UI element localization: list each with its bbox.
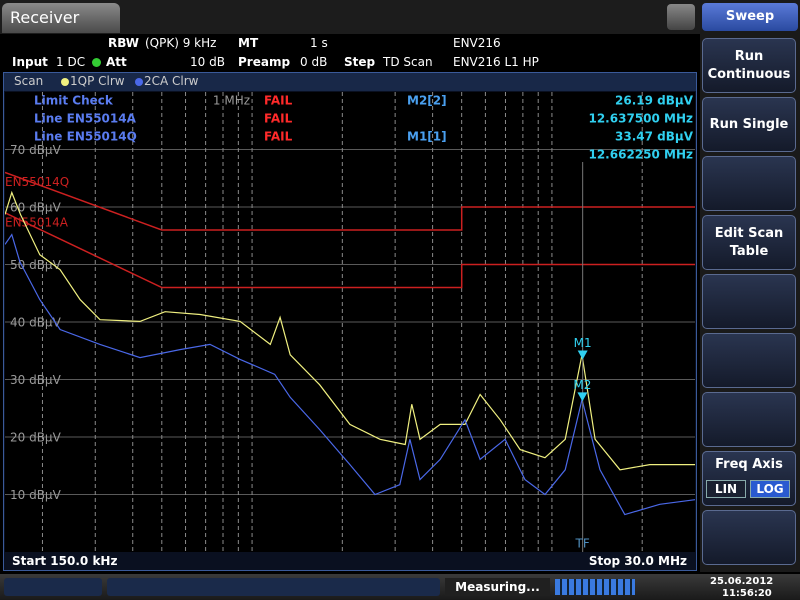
legend-entry: 2CA Clrw — [144, 74, 199, 88]
status-field — [107, 578, 440, 596]
softkey[interactable] — [702, 274, 796, 329]
limit-line-label: EN55014A — [5, 215, 69, 229]
y-tick-label: 40 dBµV — [10, 316, 62, 330]
softkey[interactable] — [702, 156, 796, 211]
status-time: 11:56:20 — [722, 588, 772, 599]
y-tick-label: 20 dBµV — [10, 431, 62, 445]
setting-label: Step — [344, 55, 376, 69]
limit-check-title: Limit Check — [34, 94, 114, 108]
setting-label: Preamp — [238, 55, 291, 69]
setting-label: Att — [106, 55, 127, 69]
limit-line-result: FAIL — [264, 112, 293, 126]
stop-label: Stop 30.0 MHz — [588, 554, 687, 568]
softkey[interactable] — [702, 333, 796, 388]
setting-value: 10 dB — [190, 55, 225, 69]
softkey[interactable] — [702, 510, 796, 565]
softkey[interactable]: Run Single — [702, 97, 796, 152]
axis-option[interactable]: LOG — [750, 480, 790, 498]
trace — [5, 233, 695, 516]
marker-name: M2[2] — [407, 94, 447, 108]
setting-value: TD Scan — [383, 55, 433, 69]
trace-bar-title: Scan — [14, 74, 44, 88]
limit-line-name: Line EN55014A — [34, 112, 137, 126]
legend-dot — [61, 78, 69, 86]
start-label: Start 150.0 kHz — [12, 554, 118, 568]
marker-label: M1 — [574, 336, 592, 350]
y-tick-label: 60 dBµV — [10, 201, 62, 215]
setting-label: RBW — [108, 36, 139, 50]
marker-name: M1[1] — [407, 130, 447, 144]
softkey[interactable] — [702, 392, 796, 447]
setting-value: (QPK) 9 kHz — [145, 36, 217, 50]
softkey-title: Sweep — [702, 3, 798, 31]
y-tick-label: 30 dBµV — [10, 373, 62, 387]
status-field — [4, 578, 102, 596]
tf-label: TF — [575, 537, 590, 551]
limit-line-label: EN55014Q — [5, 175, 69, 189]
legend-dot — [135, 78, 143, 86]
limit-line-result: FAIL — [264, 130, 293, 144]
trace-bar — [4, 73, 696, 91]
status-dot — [92, 58, 101, 67]
transducer: ENV216 L1 HP — [453, 55, 539, 69]
limit-line-name: Line EN55014Q — [34, 130, 137, 144]
axis-option[interactable]: LIN — [706, 480, 746, 498]
marker-label: M2 — [573, 378, 591, 392]
limit-line — [5, 212, 695, 289]
marker — [577, 350, 588, 360]
softkey[interactable]: Edit Scan Table — [702, 215, 796, 270]
legend-entry: 1QP Clrw — [70, 74, 125, 88]
marker-level: 26.19 dBµV — [615, 94, 694, 108]
setting-value: 1 s — [310, 36, 328, 50]
setting-value: 0 dB — [300, 55, 328, 69]
y-tick-label: 10 dBµV — [10, 488, 62, 502]
progress-bar — [555, 579, 635, 595]
setting-value: 1 DC — [56, 55, 86, 69]
marker-frequency: 12.662250 MHz — [588, 148, 693, 162]
top-strip — [0, 0, 800, 34]
y-tick-label: 70 dBµV — [10, 143, 62, 157]
setting-label: MT — [238, 36, 259, 50]
marker-level: 33.47 dBµV — [615, 130, 694, 144]
marker-frequency: 12.637500 MHz — [588, 112, 693, 126]
limit-check-result: FAIL — [264, 94, 293, 108]
x-tick-label: 1 MHz — [213, 94, 250, 108]
marker — [577, 392, 588, 402]
transducer: ENV216 — [453, 36, 501, 50]
tab-title[interactable]: Receiver — [2, 3, 120, 33]
trace — [5, 190, 695, 471]
setting-label: Input — [12, 55, 48, 69]
softkey-title: Freq Axis — [715, 457, 783, 472]
status-date: 25.06.2012 — [710, 576, 774, 587]
softkey[interactable]: Run Continuous — [702, 38, 796, 93]
limit-line — [5, 171, 695, 231]
x-range-bar — [4, 552, 696, 570]
status-message: Measuring... — [445, 578, 550, 596]
menu-icon[interactable] — [667, 4, 695, 30]
